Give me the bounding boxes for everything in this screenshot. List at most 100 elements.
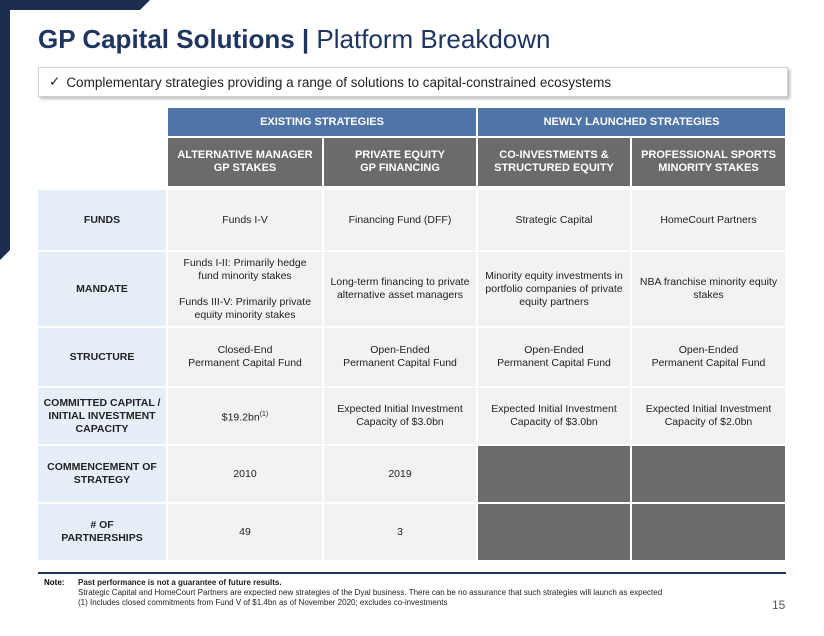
note-line: Past performance is not a guarantee of f… <box>78 578 282 587</box>
text-line: HomeCourt Partners <box>660 213 757 226</box>
row-label: STRUCTURE <box>38 328 166 386</box>
text-line: stakes <box>693 289 724 301</box>
table-cell: 2019 <box>324 446 476 502</box>
text-line: Permanent Capital Fund <box>343 357 457 369</box>
text-line: Permanent Capital Fund <box>188 357 302 369</box>
text-line: equity partners <box>519 295 589 308</box>
table-cell: NBA franchise minority equity stakes <box>632 252 785 326</box>
row-label: COMMITTED CAPITAL / INITIAL INVESTMENT CAP… <box>38 388 166 444</box>
notes: Past performance is not a guarantee of f… <box>78 578 788 608</box>
group-header: NEWLY LAUNCHED STRATEGIES <box>478 108 785 136</box>
text-line: 2010 <box>233 467 257 480</box>
column-header: PRIVATE EQUITY GP FINANCING <box>324 138 476 186</box>
text-line: Expected Initial Investment <box>645 403 772 415</box>
text-line: COMMENCEMENT OF <box>47 461 157 473</box>
table-cell: 3 <box>324 504 476 560</box>
text-line: Strategic Capital <box>515 213 593 226</box>
empty-cell <box>478 504 630 560</box>
text-line: Funds I-V <box>222 213 268 226</box>
text-line: NEWLY LAUNCHED STRATEGIES <box>543 115 720 128</box>
row-label: FUNDS <box>38 190 166 250</box>
check: ✓ <box>49 74 61 89</box>
table-cell: Funds I-II: Primarily hedge fund minority… <box>168 252 322 326</box>
text-line: INITIAL INVESTMENT <box>48 409 156 422</box>
text-line: PROFESSIONAL SPORTS <box>641 149 776 161</box>
table-cell: Strategic Capital <box>478 190 630 250</box>
text-line: Open-Ended <box>524 344 584 356</box>
title-bold: GP Capital Solutions | <box>38 24 310 54</box>
text-line: 2019 <box>388 467 412 480</box>
text-line: Long-term financing to private <box>330 276 470 288</box>
table-cell: Financing Fund (DFF) <box>324 190 476 250</box>
text-line: Capacity of $2.0bn <box>664 416 753 428</box>
note-line: (1) Includes closed commitments from Fun… <box>78 598 448 607</box>
row-label: COMMENCEMENT OF STRATEGY <box>38 446 166 502</box>
text-line: Financing Fund (DFF) <box>348 213 452 226</box>
group-header: EXISTING STRATEGIES <box>168 108 476 136</box>
table-cell: HomeCourt Partners <box>632 190 785 250</box>
empty-cell <box>632 504 785 560</box>
text-line: CAPACITY <box>75 422 129 435</box>
text-line: Funds I-II: Primarily hedge <box>183 256 307 269</box>
callout-text: Complementary strategies providing a ran… <box>66 74 612 90</box>
title-rest: Platform Breakdown <box>316 24 551 54</box>
footnote-ref: (1) <box>259 410 269 418</box>
paragraph: Funds I-II: Primarily hedge fund minority… <box>183 257 306 283</box>
text-line: COMMITTED CAPITAL / <box>43 396 161 409</box>
text-line: GP FINANCING <box>360 162 440 174</box>
text-line: CO-INVESTMENTS & <box>499 149 609 161</box>
text-line: Permanent Capital Fund <box>651 357 766 369</box>
table-cell: Open-Ended Permanent Capital Fund <box>324 328 476 386</box>
text-line: 3 <box>397 525 403 538</box>
cell-value: $19.2bn <box>221 411 260 424</box>
title: GP Capital Solutions | Platform Breakdow… <box>38 24 551 55</box>
text-line: NBA franchise minority equity <box>639 276 778 288</box>
table-cell: Minority equity investments in portfolio … <box>478 252 630 326</box>
empty-cell <box>478 446 630 502</box>
text-line: MANDATE <box>76 282 128 295</box>
page-number: 15 <box>772 598 786 612</box>
note-line: Strategic Capital and HomeCourt Partners… <box>78 588 663 597</box>
text-line: STRATEGY <box>73 474 131 486</box>
table-cell: Open-Ended Permanent Capital Fund <box>632 328 785 386</box>
text-line: equity minority stakes <box>194 308 296 321</box>
table-cell: Closed-End Permanent Capital Fund <box>168 328 322 386</box>
empty-cell <box>632 446 785 502</box>
text-line: Capacity of $3.0bn <box>356 416 444 428</box>
table-cell: Open-Ended Permanent Capital Fund <box>478 328 630 386</box>
text-line: Open-Ended <box>370 344 430 356</box>
text-line: STRUCTURED EQUITY <box>494 162 614 174</box>
column-header: PROFESSIONAL SPORTS MINORITY STAKES <box>632 138 785 186</box>
table-cell: Long-term financing to private alternativ… <box>324 252 476 326</box>
row-label: # OF PARTNERSHIPS <box>38 504 166 560</box>
table-cell: Expected Initial Investment Capacity of $… <box>632 388 785 444</box>
text-line: $19.2bn(1) <box>222 408 269 425</box>
text-line: EXISTING STRATEGIES <box>260 115 384 128</box>
text-line: Expected Initial Investment <box>337 403 463 415</box>
row-label: MANDATE <box>38 252 166 326</box>
paragraph: Funds III-V: Primarily private equity min… <box>179 296 311 322</box>
text-line: # OF <box>90 519 114 531</box>
table-cell: $19.2bn(1) <box>168 388 322 444</box>
column-header: CO-INVESTMENTS & STRUCTURED EQUITY <box>478 138 630 186</box>
text-line: 49 <box>239 525 251 538</box>
table-cell: Expected Initial Investment Capacity of $… <box>324 388 476 444</box>
note-label: Note: <box>44 578 65 587</box>
column-header: ALTERNATIVE MANAGER GP STAKES <box>168 138 322 186</box>
text-line: FUNDS <box>83 213 121 226</box>
text-line: Capacity of $3.0bn <box>510 416 598 428</box>
table-cell: Funds I-V <box>168 190 322 250</box>
text-line: PRIVATE EQUITY <box>354 149 446 161</box>
text-line: fund minority stakes <box>198 269 292 282</box>
text-line: GP STAKES <box>213 162 277 174</box>
text-line: Expected Initial Investment <box>491 403 617 415</box>
text-line: STRUCTURE <box>69 350 135 363</box>
table-cell: 2010 <box>168 446 322 502</box>
text-line: Closed-End <box>217 344 273 356</box>
callout: ✓ Complementary strategies providing a r… <box>38 67 788 97</box>
text-line: alternative asset managers <box>336 289 464 301</box>
table-cell: Expected Initial Investment Capacity of $… <box>478 388 630 444</box>
text-line: portfolio companies of private <box>485 282 623 295</box>
rule <box>38 572 786 574</box>
